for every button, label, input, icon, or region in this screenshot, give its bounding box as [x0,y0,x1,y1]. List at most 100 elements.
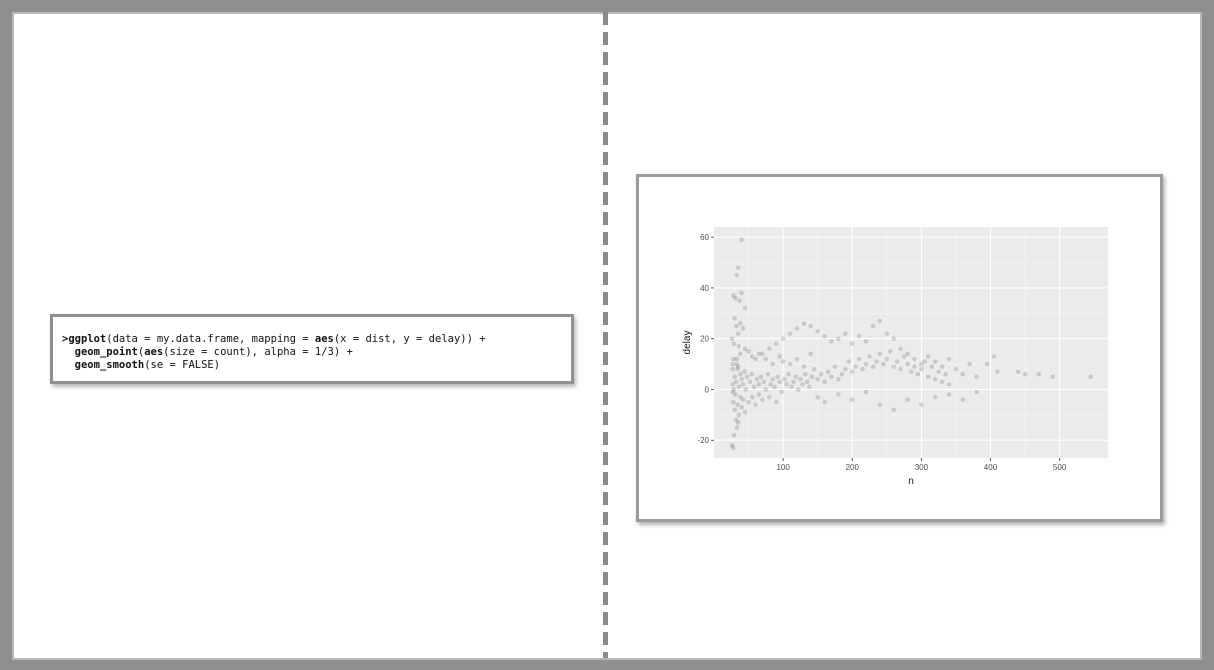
data-point [760,397,765,402]
data-point [946,392,952,397]
data-point [849,397,855,402]
scatter-chart: 100 200 300 400 500 -20 0 20 40 60 n delay [682,227,1108,487]
data-point [739,290,744,296]
data-point [1022,371,1028,377]
data-point [735,331,741,336]
data-point [756,392,762,397]
data-point [877,318,883,324]
data-point [929,364,935,369]
data-point [763,356,769,362]
plot-panel [714,227,1108,458]
data-point [731,341,737,347]
code-args: (data = my.data.frame, mapping = [106,333,315,345]
data-point [734,356,740,362]
data-point [860,366,865,372]
code-indent [62,346,75,358]
data-point [729,443,735,448]
data-point [891,364,897,369]
data-point [891,407,897,413]
data-point [780,336,786,341]
data-point [777,379,782,385]
code-indent [62,359,75,371]
code-line-3: geom_smooth(se = FALSE) [62,359,220,372]
data-point [846,359,852,364]
data-point [756,351,762,357]
data-point [763,387,769,392]
data-point [756,382,762,387]
data-point [731,399,736,405]
data-point [740,326,746,331]
data-point [747,379,753,385]
data-point [991,354,997,359]
y-tick-label: 0 [705,385,710,394]
data-point [946,382,952,387]
data-point [773,341,779,347]
data-point [739,377,744,382]
data-point [735,265,741,270]
data-point [805,379,810,385]
data-point [836,336,841,341]
code-function: aes [314,333,334,345]
data-point [870,364,876,369]
data-point [734,272,740,278]
data-point [919,361,924,367]
data-point [922,359,928,364]
code-args: (size = count), alpha = 1/3) + [163,346,353,358]
data-point [746,399,751,405]
data-point [919,402,924,407]
data-point [749,354,755,359]
data-point [884,356,890,362]
data-point [863,361,869,367]
data-point [737,321,743,326]
data-point [740,382,746,387]
data-point [932,377,938,382]
data-point [740,397,746,402]
data-point [974,374,979,380]
data-point [733,379,739,385]
x-axis: 100 200 300 400 500 [776,458,1067,472]
data-point [737,298,742,303]
data-point [784,382,789,387]
data-point [849,369,855,374]
data-point [765,371,771,377]
data-point [932,394,938,400]
data-point [946,356,952,362]
chart-box: 100 200 300 400 500 -20 0 20 40 60 n delay [636,174,1163,522]
y-axis: -20 0 20 40 60 [697,233,714,445]
data-point [898,346,903,352]
data-point [832,364,838,369]
data-point [901,354,907,359]
code-function: geom_point [74,346,138,358]
data-point [782,377,787,382]
code-function: geom_smooth [74,359,145,371]
data-point [739,404,744,410]
data-point [939,364,945,369]
data-point [730,389,735,395]
data-point [732,374,738,380]
data-point [905,397,910,402]
data-point [772,384,778,390]
data-point [818,371,824,377]
data-point [789,384,794,390]
data-point [737,371,743,377]
data-point [751,384,757,390]
data-point [746,349,751,354]
data-point [908,369,914,374]
data-point [1015,369,1021,374]
data-point [733,392,738,397]
data-point [894,359,900,364]
x-axis-title: n [908,476,914,487]
data-point [887,349,893,354]
data-point [863,389,869,395]
data-point [960,371,966,377]
data-point [733,295,738,301]
data-point [1050,374,1056,380]
data-point [943,371,948,377]
data-point [881,361,886,367]
data-point [786,371,791,377]
data-point [731,445,736,451]
code-snippet-box: >ggplot(data = my.data.frame, mapping = … [50,314,574,384]
data-point [905,351,910,357]
data-point [811,366,817,372]
data-point [877,351,883,357]
